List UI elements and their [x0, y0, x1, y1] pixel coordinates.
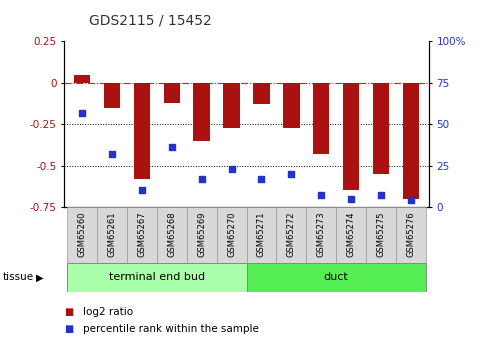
Point: [347, 196, 355, 201]
Text: GSM65269: GSM65269: [197, 211, 206, 257]
Bar: [246, 263, 426, 292]
Text: ▶: ▶: [36, 273, 43, 282]
Point: [228, 166, 236, 172]
Text: log2 ratio: log2 ratio: [83, 307, 133, 317]
Bar: [366, 207, 396, 264]
Bar: [127, 207, 157, 264]
Text: GSM65267: GSM65267: [138, 211, 146, 257]
Point: [317, 193, 325, 198]
Text: tissue: tissue: [2, 273, 34, 282]
Text: terminal end bud: terminal end bud: [109, 273, 205, 282]
Bar: [306, 207, 336, 264]
Point: [287, 171, 295, 177]
Text: GSM65272: GSM65272: [287, 211, 296, 257]
Bar: [373, 83, 389, 174]
Text: GSM65270: GSM65270: [227, 211, 236, 257]
Bar: [134, 83, 150, 179]
Text: ■: ■: [64, 307, 73, 317]
Point: [78, 110, 86, 115]
Point: [168, 145, 176, 150]
Point: [407, 198, 415, 203]
Bar: [67, 207, 97, 264]
Point: [138, 188, 146, 193]
Bar: [164, 83, 180, 103]
Bar: [246, 207, 277, 264]
Bar: [97, 207, 127, 264]
Text: duct: duct: [324, 273, 349, 282]
Bar: [74, 75, 90, 83]
Text: percentile rank within the sample: percentile rank within the sample: [83, 325, 259, 334]
Bar: [67, 263, 246, 292]
Point: [257, 176, 265, 181]
Bar: [157, 207, 187, 264]
Bar: [343, 83, 359, 190]
Text: GSM65273: GSM65273: [317, 211, 326, 257]
Text: GSM65275: GSM65275: [377, 211, 386, 257]
Point: [108, 151, 116, 157]
Text: ■: ■: [64, 325, 73, 334]
Bar: [187, 207, 216, 264]
Point: [198, 176, 206, 181]
Bar: [193, 83, 210, 141]
Bar: [283, 83, 300, 128]
Bar: [253, 83, 270, 104]
Text: GSM65268: GSM65268: [167, 211, 176, 257]
Text: GSM65274: GSM65274: [347, 211, 355, 257]
Bar: [223, 83, 240, 128]
Bar: [313, 83, 329, 154]
Text: GSM65271: GSM65271: [257, 211, 266, 257]
Bar: [216, 207, 246, 264]
Point: [377, 193, 385, 198]
Bar: [396, 207, 426, 264]
Text: GSM65260: GSM65260: [77, 211, 87, 257]
Text: GSM65276: GSM65276: [406, 211, 416, 257]
Text: GSM65261: GSM65261: [107, 211, 116, 257]
Bar: [104, 83, 120, 108]
Text: GDS2115 / 15452: GDS2115 / 15452: [89, 14, 211, 28]
Bar: [336, 207, 366, 264]
Bar: [403, 83, 419, 199]
Bar: [277, 207, 306, 264]
